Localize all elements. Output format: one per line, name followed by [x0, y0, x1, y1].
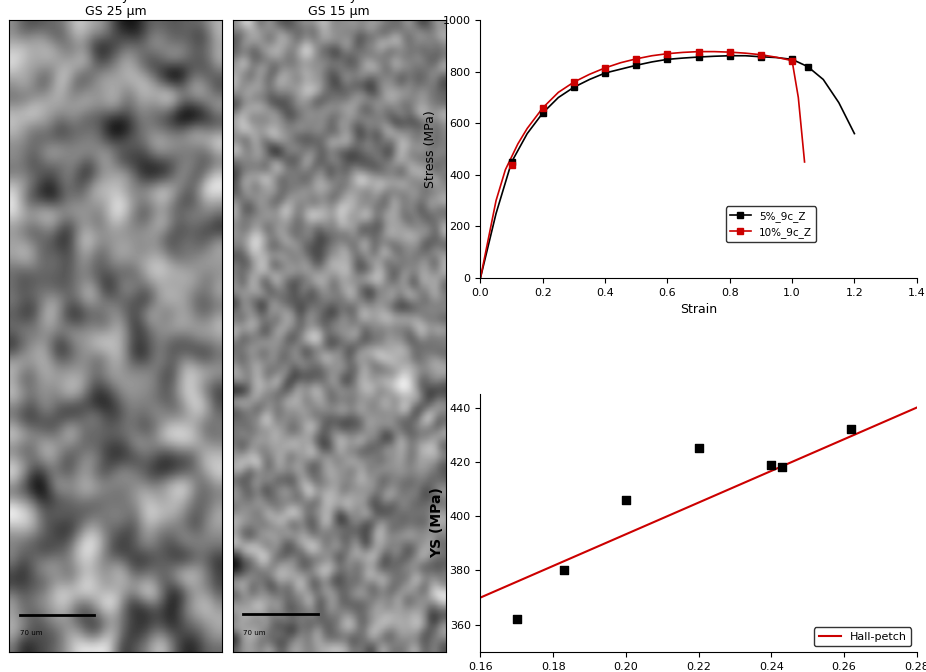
Text: 70 um: 70 um	[19, 630, 43, 636]
Point	[691, 443, 706, 454]
Y-axis label: Stress (MPa): Stress (MPa)	[424, 110, 437, 188]
Y-axis label: YS (MPa): YS (MPa)	[430, 487, 444, 558]
Point	[619, 495, 633, 505]
Point	[844, 424, 858, 435]
Title: 10% 9cycle
GS 15 μm: 10% 9cycle GS 15 μm	[303, 0, 375, 17]
Legend: 5%_9c_Z, 10%_9c_Z: 5%_9c_Z, 10%_9c_Z	[726, 206, 816, 242]
Text: 70 um: 70 um	[244, 630, 266, 636]
Title: 5% 9cycle
GS 25 μm: 5% 9cycle GS 25 μm	[83, 0, 148, 17]
Point	[764, 459, 779, 470]
Point	[557, 565, 571, 576]
Legend: Hall-petch: Hall-petch	[814, 628, 911, 646]
Point	[775, 462, 790, 472]
X-axis label: Strain: Strain	[680, 303, 717, 317]
Point	[509, 614, 524, 625]
